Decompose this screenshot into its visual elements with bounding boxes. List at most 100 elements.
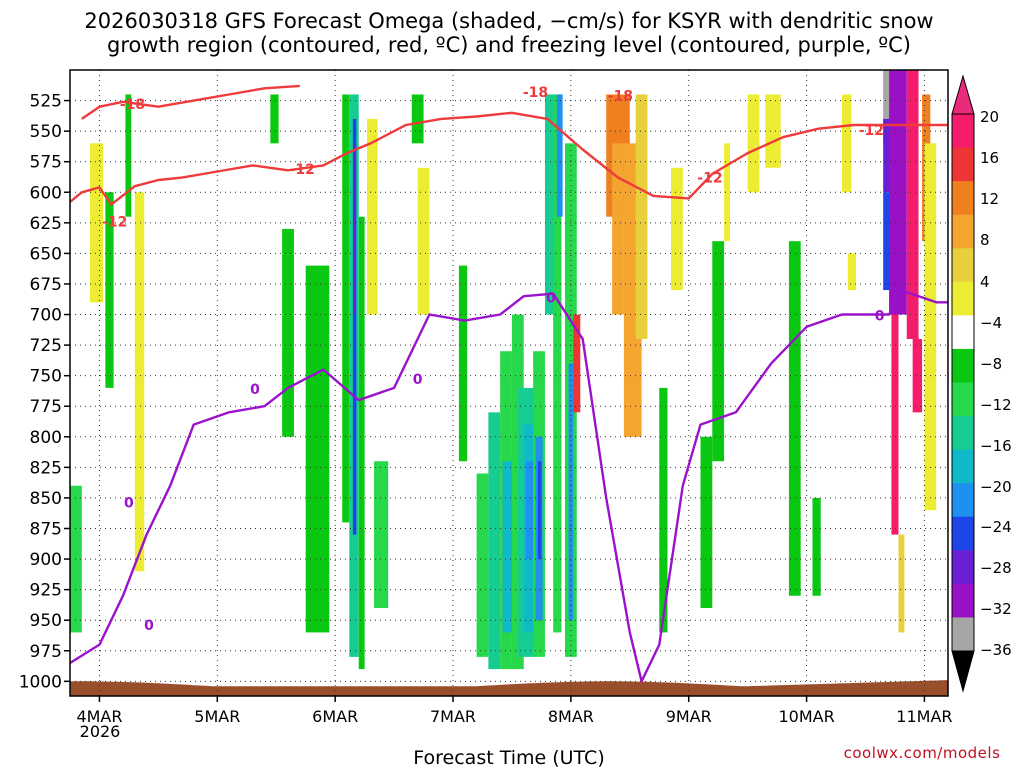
omega-cell-59 [924, 143, 937, 511]
omega-cell-11 [354, 143, 356, 315]
y-tick-label-16: 925 [30, 581, 62, 601]
dendritic-label-minus18-c: -18 [608, 89, 633, 105]
x-tick-label-0: 4MAR [76, 707, 122, 726]
y-tick-label-4: 625 [30, 214, 62, 234]
plot-frame [69, 69, 949, 697]
omega-cell-46 [788, 241, 801, 596]
colorbar-label-1: 16 [980, 149, 999, 167]
colorbar-swatch-6 [952, 315, 974, 350]
x-tick-label-3: 7MAR [430, 707, 476, 726]
omega-cell-12 [358, 216, 365, 670]
dendritic-contour-minus18 [81, 84, 300, 120]
colorbar-label-12: −32 [980, 600, 1012, 618]
omega-cell-57 [912, 338, 923, 413]
omega-cell-39 [659, 387, 668, 633]
omega-cell-25 [526, 461, 534, 560]
dendritic-label-minus12-d: -12 [859, 123, 884, 139]
omega-cell-28 [537, 461, 542, 560]
colorbar-label-3: 8 [980, 231, 990, 249]
omega-cell-29 [544, 94, 557, 315]
omega-cell-5 [270, 94, 279, 144]
y-tick-label-7: 700 [30, 306, 62, 326]
freezing-label-e: 0 [144, 618, 154, 634]
y-tick-label-5: 650 [30, 244, 62, 264]
omega-cell-16 [417, 167, 430, 315]
colorbar-swatch-13 [952, 550, 974, 585]
omega-cell-2 [105, 192, 114, 388]
omega-cell-51 [883, 118, 892, 193]
x-tick-label-5: 9MAR [666, 707, 712, 726]
colorbar-swatch-7 [952, 348, 974, 383]
chart-title-line-1: 2026030318 GFS Forecast Omega (shaded, −… [84, 9, 933, 33]
colorbar-label-8: −16 [980, 437, 1012, 455]
y-tick-label-17: 950 [30, 611, 62, 631]
chart-title-line-2: growth region (contoured, red, ºC) and f… [107, 33, 911, 57]
colorbar-label-6: −8 [980, 355, 1002, 373]
y-tick-label-0: 525 [30, 92, 62, 112]
omega-cell-40 [671, 167, 683, 291]
y-tick-label-2: 575 [30, 153, 62, 173]
omega-cell-50 [883, 70, 890, 144]
omega-cell-41 [700, 436, 713, 608]
y-tick-label-3: 600 [30, 183, 62, 203]
x-tick-label-2: 6MAR [312, 707, 358, 726]
omega-cell-8 [342, 94, 350, 523]
omega-cell-17 [458, 265, 468, 462]
omega-cell-3 [134, 192, 145, 572]
freezing-label-c: 0 [413, 372, 423, 388]
x-axis-subtick-year: 2026 [80, 722, 121, 741]
colorbar-label-9: −20 [980, 478, 1012, 496]
colorbar-swatch-11 [952, 483, 974, 518]
omega-cell-6 [282, 228, 294, 437]
omega-cell-14 [374, 461, 389, 608]
omega-cell-38 [635, 94, 648, 339]
colorbar-swatch-9 [952, 416, 974, 451]
x-tick-label-1: 5MAR [194, 707, 240, 726]
colorbar-top-triangle [951, 74, 975, 115]
colorbar-label-13: −36 [980, 641, 1012, 659]
omega-cell-36 [612, 143, 624, 315]
colorbar-label-5: −4 [980, 314, 1002, 332]
y-tick-label-13: 850 [30, 489, 62, 509]
y-tick-label-14: 875 [30, 519, 62, 539]
omega-cell-44 [747, 94, 760, 193]
omega-shading-layer [70, 70, 937, 670]
colorbar-swatch-8 [952, 382, 974, 417]
omega-cell-7 [305, 265, 330, 633]
colorbar-label-7: −12 [980, 396, 1012, 414]
colorbar-label-11: −28 [980, 559, 1012, 577]
omega-cell-15 [411, 94, 424, 144]
omega-cell-43 [724, 143, 730, 242]
colorbar-label-2: 12 [980, 190, 999, 208]
terrain-band [70, 680, 948, 696]
colorbar: 20 16 12 8 4 −4 −8 −12 −16 −20 −24 −28 −32 −36 [951, 74, 1012, 693]
freezing-label-b: 0 [250, 382, 260, 398]
x-tick-label-7: 11MAR [896, 707, 952, 726]
y-tick-label-18: 975 [30, 642, 62, 662]
omega-cell-55 [898, 534, 905, 633]
omega-cell-31 [556, 94, 563, 217]
y-axis-ticks: 525 550 575 600 625 650 675 700 725 750 775 800 825 8… [19, 92, 70, 692]
y-tick-label-9: 750 [30, 367, 62, 387]
dendritic-label-minus12-c: -12 [697, 170, 722, 186]
colorbar-label-0: 20 [980, 108, 999, 126]
colorbar-swatch-3 [952, 214, 974, 249]
colorbar-swatch-14 [952, 583, 974, 618]
freezing-label-a: 0 [124, 496, 134, 512]
colorbar-swatch-10 [952, 449, 974, 484]
colorbar-label-4: 4 [980, 273, 990, 291]
y-tick-label-6: 675 [30, 275, 62, 295]
colorbar-swatch-0 [952, 114, 974, 149]
omega-cell-34 [573, 314, 581, 413]
y-tick-label-11: 800 [30, 428, 62, 448]
colorbar-swatch-2 [952, 181, 974, 216]
omega-cell-19 [488, 412, 501, 670]
dendritic-label-minus12-b: -12 [290, 162, 315, 178]
omega-cell-47 [812, 497, 821, 596]
dendritic-label-minus18-b: -18 [523, 85, 548, 101]
y-tick-label-12: 825 [30, 458, 62, 478]
y-tick-label-1: 550 [30, 122, 62, 142]
colorbar-swatch-5 [952, 281, 974, 316]
